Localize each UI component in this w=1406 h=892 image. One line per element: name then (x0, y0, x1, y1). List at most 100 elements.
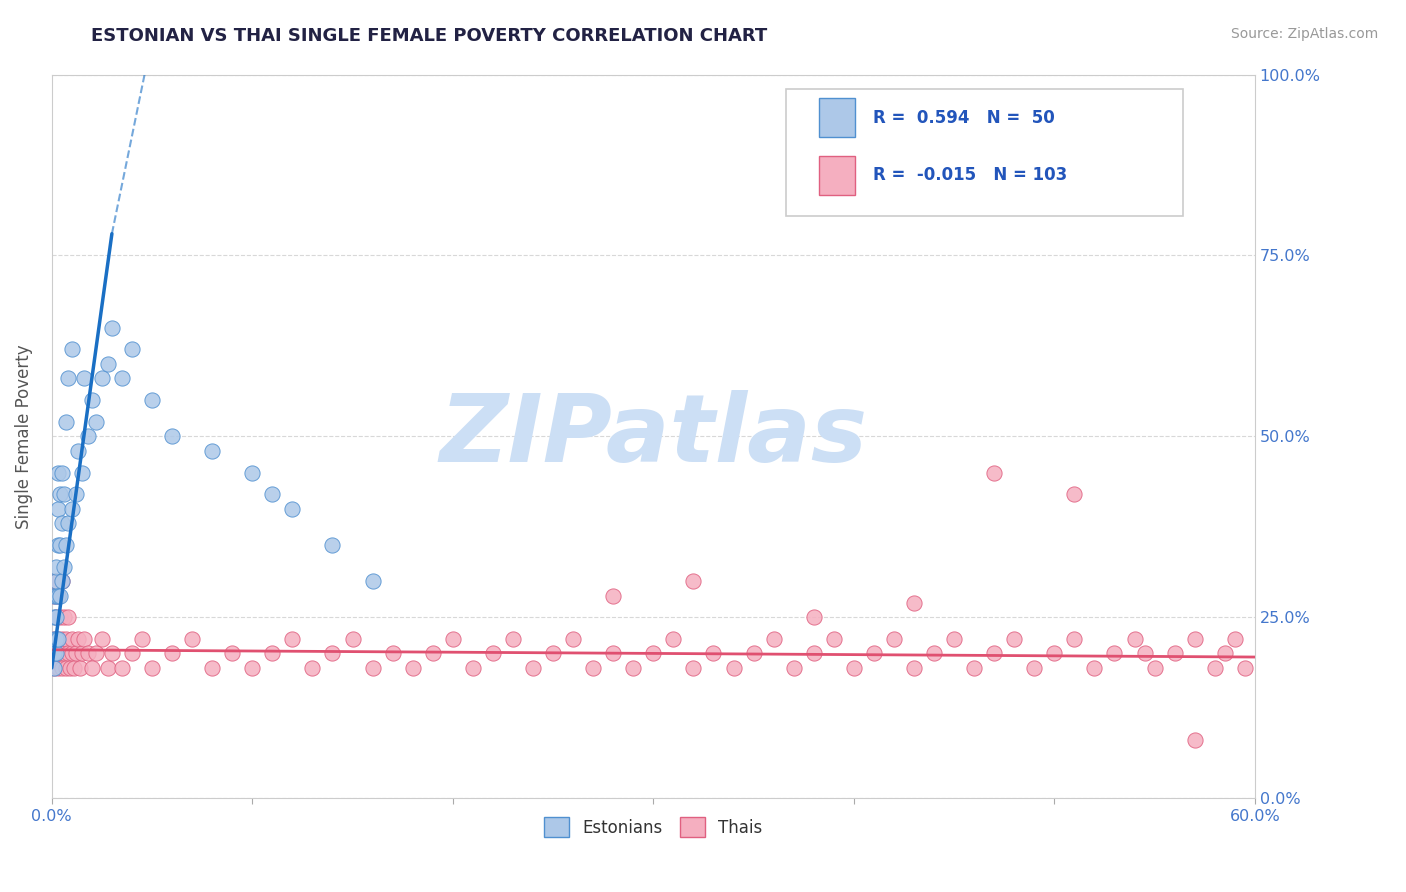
Point (45, 574, 67, 588)
Point (97, 357, 120, 371)
Point (1233, 661, 1256, 675)
Point (1002, 632, 1025, 646)
Point (502, 632, 524, 646)
Point (983, 647, 1005, 661)
Point (46, 466, 69, 480)
Point (361, 574, 384, 588)
Point (52, 559, 75, 574)
Point (46, 632, 69, 646)
Point (42, 632, 65, 646)
Point (42, 661, 65, 675)
Point (121, 647, 143, 661)
Point (1133, 647, 1156, 661)
Point (51, 574, 73, 588)
Point (59, 661, 82, 675)
Point (49, 610, 72, 624)
Point (762, 632, 785, 646)
Point (682, 574, 704, 588)
Point (51, 661, 73, 675)
Point (1184, 632, 1206, 646)
Point (49, 647, 72, 661)
Point (45, 647, 67, 661)
Point (1204, 661, 1226, 675)
Point (160, 647, 183, 661)
Point (46, 589, 69, 603)
Point (90, 632, 112, 646)
Point (90, 371, 112, 385)
Point (541, 647, 564, 661)
Point (42, 589, 65, 603)
Point (321, 647, 343, 661)
Point (240, 466, 263, 480)
Point (1143, 661, 1166, 675)
Y-axis label: Single Female Poverty: Single Female Poverty (15, 344, 32, 529)
Point (73, 632, 96, 646)
Point (97, 661, 120, 675)
Point (76, 429, 98, 443)
Point (51, 574, 73, 588)
Point (46, 632, 69, 646)
Point (69, 661, 91, 675)
Point (49, 589, 72, 603)
Point (582, 661, 605, 675)
Point (240, 661, 263, 675)
Point (45, 559, 67, 574)
Point (42, 661, 65, 675)
Point (46, 538, 69, 552)
Point (201, 443, 224, 458)
FancyBboxPatch shape (820, 98, 855, 137)
Point (201, 661, 224, 675)
Point (45, 647, 67, 661)
Point (823, 632, 845, 646)
Point (441, 632, 464, 646)
Point (56, 610, 79, 624)
Point (111, 661, 134, 675)
Point (84, 647, 107, 661)
Point (60, 632, 83, 646)
Point (70, 647, 93, 661)
Point (55, 538, 77, 552)
Point (52, 487, 75, 501)
Point (73, 371, 96, 385)
Point (121, 343, 143, 357)
Point (361, 661, 384, 675)
Point (943, 632, 966, 646)
Point (903, 661, 925, 675)
Point (723, 661, 745, 675)
Point (1063, 487, 1085, 501)
Point (602, 647, 624, 661)
Point (803, 610, 825, 624)
Point (42, 610, 65, 624)
Point (903, 596, 925, 610)
Point (46, 589, 69, 603)
Point (62, 661, 84, 675)
Point (221, 647, 243, 661)
Point (76, 647, 98, 661)
Point (662, 632, 685, 646)
Point (482, 647, 505, 661)
Text: R =  0.594   N =  50: R = 0.594 N = 50 (873, 109, 1056, 127)
Point (46, 661, 69, 675)
Point (422, 647, 444, 661)
Point (342, 632, 364, 646)
Point (702, 647, 724, 661)
Point (65, 647, 87, 661)
Legend: Estonians, Thais: Estonians, Thais (537, 811, 769, 844)
Point (842, 661, 865, 675)
Point (42, 632, 65, 646)
Point (51, 516, 73, 531)
Point (60, 343, 83, 357)
Text: ESTONIAN VS THAI SINGLE FEMALE POVERTY CORRELATION CHART: ESTONIAN VS THAI SINGLE FEMALE POVERTY C… (91, 27, 768, 45)
Point (42, 647, 65, 661)
Text: R =  -0.015   N = 103: R = -0.015 N = 103 (873, 167, 1067, 185)
Point (803, 647, 825, 661)
Point (45, 589, 67, 603)
Point (562, 632, 585, 646)
Point (1024, 661, 1046, 675)
Point (80, 393, 103, 408)
Point (141, 393, 163, 408)
Point (131, 632, 153, 646)
Point (602, 589, 624, 603)
Point (66, 632, 89, 646)
Point (1123, 632, 1146, 646)
